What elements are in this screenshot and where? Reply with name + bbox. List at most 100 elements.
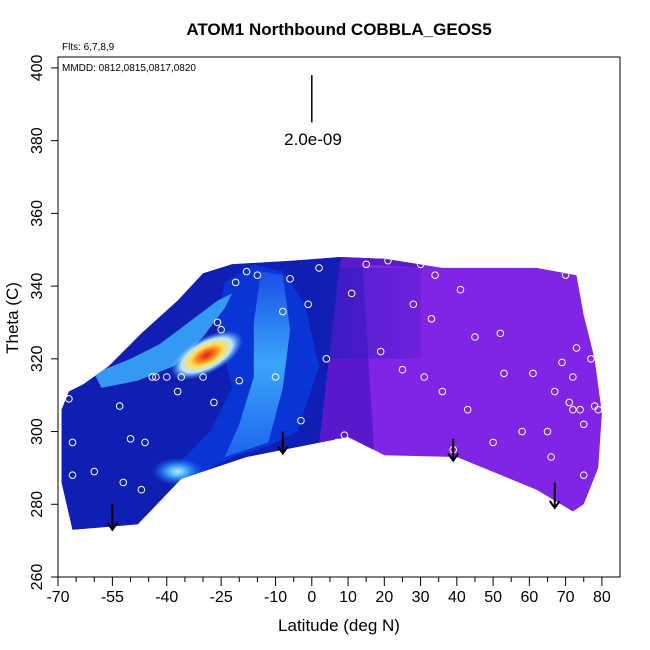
sample-point (500, 369, 508, 378)
field-indigo (319, 257, 421, 519)
sample-point (569, 373, 577, 381)
x-tick-label: -10 (264, 589, 287, 606)
y-tick-label: 280 (29, 491, 46, 518)
x-tick-label: 10 (339, 589, 357, 606)
descent-arrow-head (276, 445, 289, 456)
sample-point (126, 435, 135, 443)
sample-point (579, 471, 588, 479)
sample-point (529, 369, 537, 378)
sample-point (347, 289, 356, 298)
sample-point (315, 264, 323, 272)
plot-overlay (65, 75, 603, 532)
chart-title: ATOM1 Northbound COBBLA_GEOS5 (186, 20, 491, 39)
sample-point (279, 307, 287, 316)
field-lowmax (151, 457, 204, 486)
sample-point (152, 373, 160, 381)
sample-point (384, 256, 392, 265)
y-tick-label: 320 (29, 345, 46, 372)
sample-point (550, 387, 559, 396)
descent-arrow-head (106, 522, 119, 532)
sample-point (242, 267, 251, 276)
sample-point (572, 344, 581, 352)
y-tick-label: 260 (29, 564, 46, 591)
sample-point (471, 333, 479, 341)
flights-annotation: Flts: 6,7,8,9 (62, 42, 115, 53)
x-tick-label: -70 (46, 589, 69, 606)
sample-point (322, 355, 331, 363)
x-tick-label: 30 (412, 589, 430, 606)
sample-point (304, 300, 312, 309)
sample-point (569, 405, 577, 414)
sample-point (115, 402, 124, 410)
sample-point (137, 485, 146, 494)
sample-point (463, 405, 472, 414)
x-tick-label: 0 (307, 589, 316, 606)
sample-point (217, 325, 225, 334)
sample-point (213, 318, 222, 327)
sample-point (162, 373, 171, 381)
sample-point (558, 358, 566, 367)
sample-point (543, 427, 552, 436)
field-blend (319, 267, 421, 359)
sample-point (576, 507, 584, 516)
y-tick-label: 300 (29, 418, 46, 445)
field-hotspot (170, 330, 243, 380)
sample-point (333, 438, 341, 447)
sample-point (376, 347, 385, 356)
x-tick-label: -40 (155, 589, 178, 606)
x-axis: -70 -55 -40 -25 -10 0 10 20 30 40 50 60 70 80 (46, 576, 611, 606)
sample-point (561, 271, 570, 279)
plot-field (61, 257, 602, 530)
sample-point (68, 438, 77, 447)
y-tick-label: 340 (29, 273, 46, 300)
y-tick-label: 360 (29, 200, 46, 227)
x-tick-label: 50 (484, 589, 502, 606)
sample-point (565, 398, 574, 407)
sample-point (119, 478, 128, 487)
sample-point (177, 373, 186, 381)
sample-point (579, 420, 588, 429)
dates-annotation: MMDD: 0812,0815,0817,0820 (62, 63, 196, 74)
sample-point (271, 373, 280, 381)
sample-point (235, 376, 244, 385)
sample-point (438, 387, 447, 396)
sample-point (489, 438, 497, 447)
sample-point (253, 271, 262, 279)
sample-point (199, 373, 207, 381)
sample-point (141, 438, 149, 447)
sample-point (286, 275, 294, 283)
sample-point (65, 395, 73, 403)
sample-point (431, 271, 439, 279)
sample-point (340, 431, 349, 439)
x-tick-label: -25 (210, 589, 233, 606)
x-tick-label: 70 (557, 589, 575, 606)
descent-arrow-head (447, 453, 460, 463)
sample-point (427, 315, 436, 323)
sample-point (148, 373, 157, 381)
sample-point (587, 355, 595, 363)
scale-bar-label: 2.0e-09 (284, 130, 342, 149)
sample-point (594, 405, 603, 414)
x-tick-label: 80 (593, 589, 611, 606)
sample-point (297, 416, 305, 425)
sample-point (409, 300, 418, 309)
field-jet (224, 271, 291, 457)
y-axis-label: Theta (C) (3, 282, 22, 354)
sample-point (362, 260, 370, 269)
sample-point (420, 373, 429, 381)
field-ribbon (94, 293, 233, 388)
x-tick-label: 60 (520, 589, 538, 606)
x-axis-label: Latitude (deg N) (278, 616, 400, 635)
sample-point (210, 398, 218, 407)
y-axis: 260 280 300 320 340 360 380 400 (29, 54, 59, 591)
x-tick-label: 40 (448, 589, 466, 606)
y-tick-label: 400 (29, 54, 46, 81)
sample-point (547, 453, 555, 461)
sample-point (173, 387, 182, 396)
descent-arrow-head (548, 500, 561, 510)
sample-point (456, 285, 465, 294)
sample-point (496, 329, 505, 338)
x-tick-label: 20 (375, 589, 393, 606)
sample-point (231, 278, 240, 287)
